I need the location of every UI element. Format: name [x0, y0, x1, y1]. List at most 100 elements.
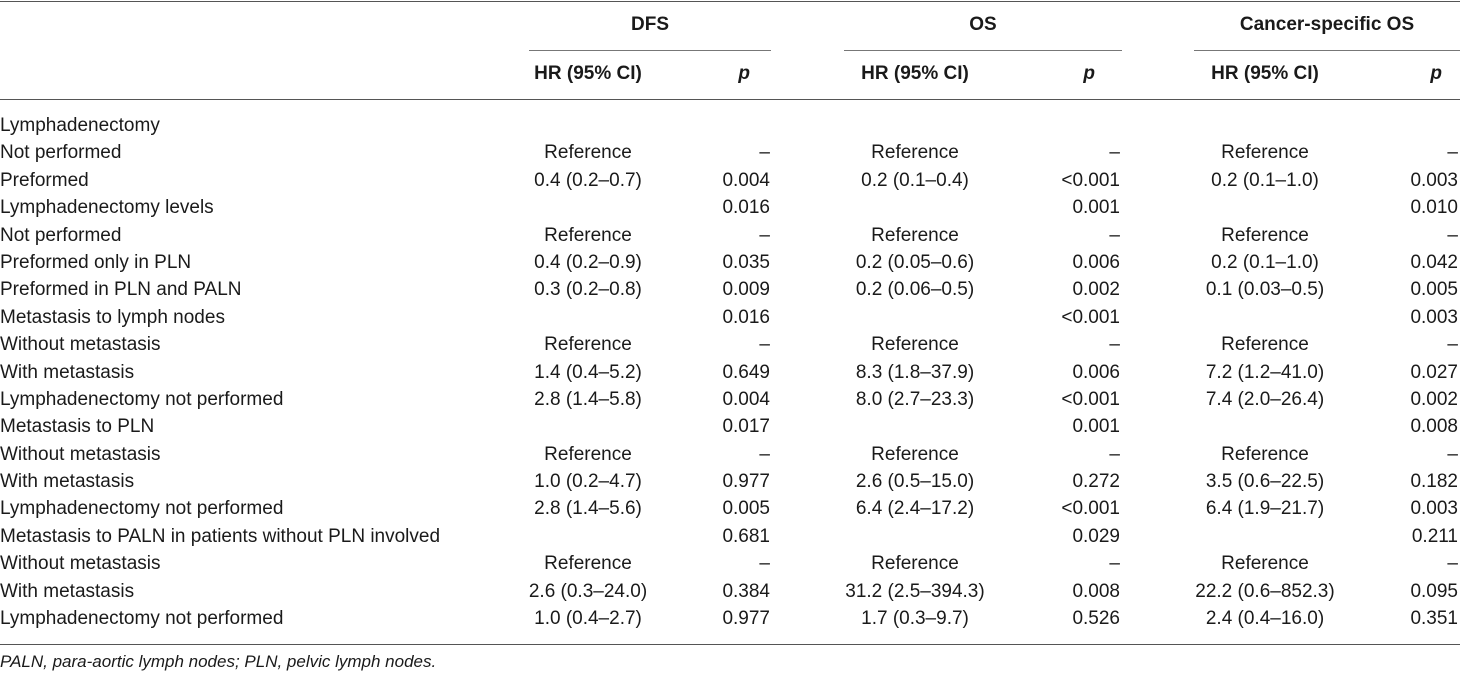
cell-dfs-hr: Reference — [544, 224, 632, 246]
cell-os-p: 0.029 — [1072, 525, 1120, 547]
cell-dfs-p: 0.004 — [722, 169, 770, 191]
cell-cs-p: – — [1447, 224, 1458, 246]
cell-label: Without metastasis — [0, 334, 161, 356]
table-row: Without metastasis Reference – Reference – Re… — [0, 331, 1460, 358]
group-header-dfs: DFS — [631, 14, 669, 35]
cell-os-p: 0.006 — [1072, 251, 1120, 273]
cell-label: Lymphadenectomy — [0, 115, 160, 136]
cell-cs-hr: 7.2 (1.2–41.0) — [1205, 361, 1325, 383]
cell-os-hr: Reference — [871, 553, 959, 575]
group-rule-os — [844, 50, 1122, 51]
cell-os-hr: 0.2 (0.06–0.5) — [855, 279, 975, 301]
cell-os-p: <0.001 — [1061, 498, 1120, 520]
cell-dfs-p: 0.016 — [722, 306, 770, 328]
cell-cs-hr: Reference — [1221, 553, 1309, 575]
cell-dfs-hr: Reference — [544, 553, 632, 575]
cell-os-p: 0.001 — [1072, 416, 1120, 438]
header-os-hr: HR (95% CI) — [861, 63, 969, 84]
cell-label: With metastasis — [0, 471, 135, 493]
cell-cs-hr: 6.4 (1.9–21.7) — [1205, 498, 1325, 520]
cell-os-p: – — [1109, 553, 1120, 575]
cell-cs-hr: 0.2 (0.1–1.0) — [1211, 251, 1319, 273]
cell-dfs-p: 0.009 — [722, 279, 770, 301]
cell-cs-p: 0.095 — [1410, 580, 1458, 602]
cell-cs-p: 0.002 — [1410, 388, 1458, 410]
cell-os-p: 0.002 — [1072, 279, 1120, 301]
table-top-rule — [0, 1, 1460, 2]
header-cs-hr: HR (95% CI) — [1211, 63, 1319, 84]
cell-dfs-p: – — [759, 553, 770, 575]
cell-cs-hr: 0.2 (0.1–1.0) — [1211, 169, 1319, 191]
cell-dfs-hr: 2.8 (1.4–5.6) — [534, 498, 642, 520]
cell-cs-hr: Reference — [1221, 142, 1309, 164]
cell-dfs-hr: Reference — [544, 443, 632, 465]
cell-os-p: – — [1109, 142, 1120, 164]
table-row: Lymphadenectomy not performed 1.0 (0.4–2.… — [0, 605, 1460, 632]
cell-label: Lymphadenectomy not performed — [0, 388, 284, 410]
cell-dfs-p: 0.681 — [722, 525, 770, 547]
cell-dfs-p: – — [759, 443, 770, 465]
cell-dfs-hr: 0.3 (0.2–0.8) — [534, 279, 642, 301]
group-rule-dfs — [529, 50, 771, 51]
cell-cs-hr: Reference — [1221, 224, 1309, 246]
cell-dfs-hr: 1.0 (0.2–4.7) — [534, 471, 642, 493]
cell-os-p: <0.001 — [1061, 169, 1120, 191]
table-bottom-rule — [0, 644, 1460, 645]
cell-os-p: 0.001 — [1072, 197, 1120, 219]
cell-os-hr: 8.3 (1.8–37.9) — [855, 361, 975, 383]
cell-cs-hr: Reference — [1221, 334, 1309, 356]
table-row: Preformed only in PLN 0.4 (0.2–0.9) 0.035 0… — [0, 249, 1460, 276]
cell-label: Metastasis to PALN in patients without P… — [0, 525, 441, 547]
cell-dfs-p: 0.004 — [722, 388, 770, 410]
cell-os-p: <0.001 — [1061, 388, 1120, 410]
cell-cs-p: – — [1447, 443, 1458, 465]
cell-os-hr: Reference — [871, 334, 959, 356]
group-rule-cancer-specific-os — [1194, 50, 1460, 51]
cell-label: Lymphadenectomy levels — [0, 197, 214, 219]
table-row: Without metastasis Reference – Reference – Re… — [0, 550, 1460, 577]
cell-os-hr: 8.0 (2.7–23.3) — [855, 388, 975, 410]
cell-os-hr: Reference — [871, 142, 959, 164]
group-header-cancer-specific-os: Cancer-specific OS — [1239, 14, 1415, 35]
cell-label: Preformed only in PLN — [0, 251, 192, 273]
cell-label: Lymphadenectomy not performed — [0, 608, 284, 630]
cell-dfs-hr: 2.6 (0.3–24.0) — [528, 580, 648, 602]
cell-os-p: – — [1109, 224, 1120, 246]
cell-label: Lymphadenectomy not performed — [0, 498, 284, 520]
table-row: Preformed 0.4 (0.2–0.7) 0.004 0.2 (0.1–0.4)… — [0, 167, 1460, 194]
cell-os-hr: Reference — [871, 443, 959, 465]
cell-dfs-hr: 1.0 (0.4–2.7) — [534, 608, 642, 630]
cell-dfs-p: – — [759, 334, 770, 356]
cell-cs-p: 0.182 — [1410, 471, 1458, 493]
header-os-p: p — [1083, 63, 1095, 84]
table-row: Metastasis to PLN 0.017 0.001 0.008 — [0, 413, 1460, 440]
table-row: Lymphadenectomy not performed 2.8 (1.4–5.… — [0, 495, 1460, 522]
cell-os-p: 0.008 — [1072, 580, 1120, 602]
header-cs-p: p — [1430, 63, 1442, 84]
table-row: Lymphadenectomy not performed 2.8 (1.4–5.… — [0, 386, 1460, 413]
table-row: With metastasis 1.0 (0.2–4.7) 0.977 2.6 (0.… — [0, 468, 1460, 495]
cell-dfs-hr: Reference — [544, 334, 632, 356]
cell-os-hr: 6.4 (2.4–17.2) — [855, 498, 975, 520]
cell-label: With metastasis — [0, 580, 135, 602]
cell-cs-p: – — [1447, 553, 1458, 575]
cell-dfs-hr: 1.4 (0.4–5.2) — [534, 361, 642, 383]
table-row: Preformed in PLN and PALN 0.3 (0.2–0.8) 0.… — [0, 276, 1460, 303]
cell-cs-p: 0.351 — [1410, 608, 1458, 630]
cell-os-hr: 0.2 (0.05–0.6) — [855, 251, 975, 273]
table-row: Lymphadenectomy — [0, 112, 1460, 139]
header-dfs-p: p — [738, 63, 750, 84]
cell-cs-hr: 22.2 (0.6–852.3) — [1195, 580, 1335, 602]
cell-dfs-p: 0.977 — [722, 608, 770, 630]
cell-label: Not performed — [0, 142, 122, 164]
cell-cs-p: 0.005 — [1410, 279, 1458, 301]
table-body: Lymphadenectomy Not performed Reference – Re… — [0, 112, 1460, 632]
cell-os-p: 0.272 — [1072, 471, 1120, 493]
cell-dfs-p: 0.035 — [722, 251, 770, 273]
cell-cs-p: 0.003 — [1410, 498, 1458, 520]
cell-cs-p: 0.042 — [1410, 251, 1458, 273]
cell-cs-hr: 3.5 (0.6–22.5) — [1205, 471, 1325, 493]
cell-label: Metastasis to PLN — [0, 416, 155, 438]
cell-os-hr: 0.2 (0.1–0.4) — [861, 169, 969, 191]
table-row: Metastasis to PALN in patients without P… — [0, 523, 1460, 550]
